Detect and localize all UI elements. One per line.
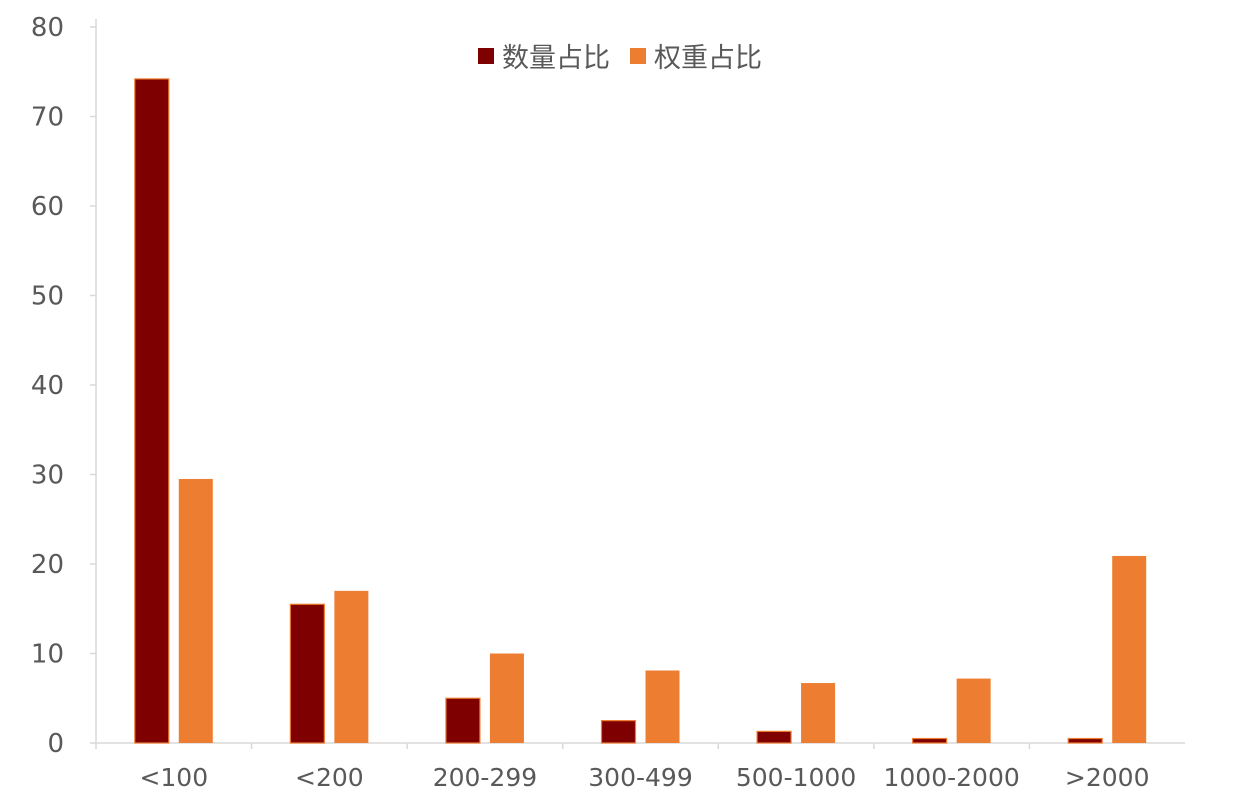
y-tick-label: 40 <box>31 371 64 401</box>
y-tick-label: 30 <box>31 461 64 491</box>
y-tick-label: 60 <box>31 192 64 222</box>
x-tick-label: >2000 <box>1065 763 1150 792</box>
bar-weight-share <box>178 478 213 743</box>
y-tick-label: 50 <box>31 282 64 312</box>
legend-swatch-count-share <box>478 47 494 64</box>
x-tick-label: 300-499 <box>588 763 692 792</box>
x-tick-label: <100 <box>139 763 208 792</box>
bar-weight-share <box>956 678 991 743</box>
bar-weight-share <box>1112 555 1147 743</box>
x-tick-label: 200-299 <box>433 763 537 792</box>
y-tick-label: 10 <box>31 640 64 670</box>
bar-weight-share <box>645 670 680 743</box>
y-tick-label: 0 <box>47 729 64 759</box>
bar-weight-share <box>801 683 836 743</box>
x-tick-label: <200 <box>295 763 364 792</box>
legend-label-count-share: 数量占比 <box>502 43 610 74</box>
x-tick-label: 1000-2000 <box>884 763 1020 792</box>
bar-count-share <box>134 78 170 744</box>
bar-count-share <box>445 697 481 744</box>
bar-count-share <box>912 737 948 744</box>
legend-item-series-1: 权重占比 <box>630 36 762 75</box>
bar-weight-share <box>489 653 524 743</box>
legend: 数量占比 权重占比 <box>478 36 762 75</box>
legend-label-weight-share: 权重占比 <box>654 43 762 74</box>
y-tick-label: 70 <box>31 103 64 133</box>
legend-swatch-weight-share <box>630 47 646 64</box>
y-tick-label: 80 <box>31 13 64 43</box>
x-tick-label: 500-1000 <box>736 763 856 792</box>
bar-count-share <box>600 720 637 744</box>
bar-count-share <box>1067 737 1103 744</box>
bar-weight-share <box>334 590 369 743</box>
y-tick-label: 20 <box>31 550 64 580</box>
bar-count-share <box>289 603 325 744</box>
legend-item-series-0: 数量占比 <box>478 36 610 75</box>
bar-count-share <box>756 730 792 744</box>
